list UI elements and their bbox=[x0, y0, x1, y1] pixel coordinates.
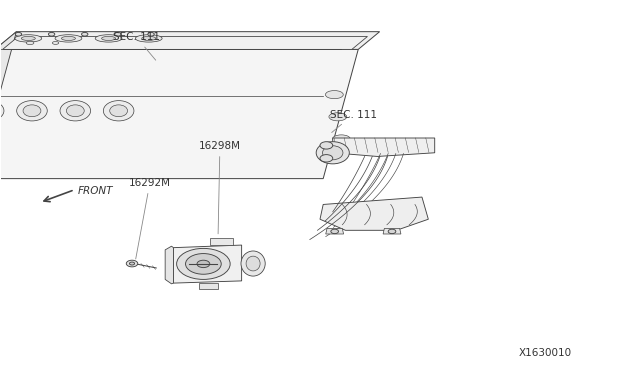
Polygon shape bbox=[165, 246, 173, 284]
Circle shape bbox=[320, 155, 333, 162]
Ellipse shape bbox=[102, 36, 116, 41]
Ellipse shape bbox=[136, 35, 162, 42]
Ellipse shape bbox=[17, 100, 47, 121]
Circle shape bbox=[49, 32, 55, 36]
Polygon shape bbox=[383, 228, 401, 234]
Circle shape bbox=[126, 260, 138, 267]
Polygon shape bbox=[0, 49, 358, 179]
Circle shape bbox=[197, 260, 210, 267]
Ellipse shape bbox=[60, 100, 91, 121]
Ellipse shape bbox=[332, 135, 350, 143]
Ellipse shape bbox=[61, 36, 76, 41]
Ellipse shape bbox=[109, 105, 127, 117]
Ellipse shape bbox=[241, 251, 265, 276]
Circle shape bbox=[148, 32, 154, 36]
Ellipse shape bbox=[323, 146, 343, 160]
Polygon shape bbox=[326, 228, 344, 234]
Circle shape bbox=[331, 229, 339, 234]
Ellipse shape bbox=[0, 100, 4, 121]
Ellipse shape bbox=[329, 113, 347, 121]
Polygon shape bbox=[333, 138, 435, 157]
Ellipse shape bbox=[316, 142, 349, 164]
Text: X1630010: X1630010 bbox=[518, 348, 572, 358]
Ellipse shape bbox=[141, 36, 156, 41]
Ellipse shape bbox=[246, 256, 260, 271]
Polygon shape bbox=[320, 197, 428, 230]
Ellipse shape bbox=[325, 90, 343, 99]
Ellipse shape bbox=[15, 35, 42, 42]
Polygon shape bbox=[0, 32, 380, 49]
Polygon shape bbox=[199, 283, 218, 289]
Polygon shape bbox=[3, 36, 367, 49]
Text: 16292M: 16292M bbox=[129, 178, 171, 259]
Ellipse shape bbox=[21, 36, 35, 41]
Circle shape bbox=[186, 254, 221, 274]
Ellipse shape bbox=[67, 105, 84, 117]
Circle shape bbox=[115, 32, 121, 36]
Ellipse shape bbox=[103, 100, 134, 121]
Polygon shape bbox=[173, 245, 242, 283]
Text: SEC. 111: SEC. 111 bbox=[113, 32, 160, 60]
Polygon shape bbox=[0, 32, 17, 179]
Ellipse shape bbox=[52, 41, 59, 44]
Circle shape bbox=[320, 142, 333, 149]
Ellipse shape bbox=[26, 41, 34, 45]
Ellipse shape bbox=[95, 35, 122, 42]
Ellipse shape bbox=[23, 105, 41, 117]
Circle shape bbox=[15, 32, 22, 36]
Ellipse shape bbox=[55, 35, 82, 42]
Text: 16298M: 16298M bbox=[199, 141, 241, 234]
Circle shape bbox=[81, 32, 88, 36]
Circle shape bbox=[388, 229, 396, 234]
Circle shape bbox=[129, 262, 134, 265]
Text: FRONT: FRONT bbox=[78, 186, 113, 196]
Circle shape bbox=[177, 248, 230, 279]
Text: SEC. 111: SEC. 111 bbox=[330, 110, 376, 132]
Polygon shape bbox=[210, 238, 233, 245]
